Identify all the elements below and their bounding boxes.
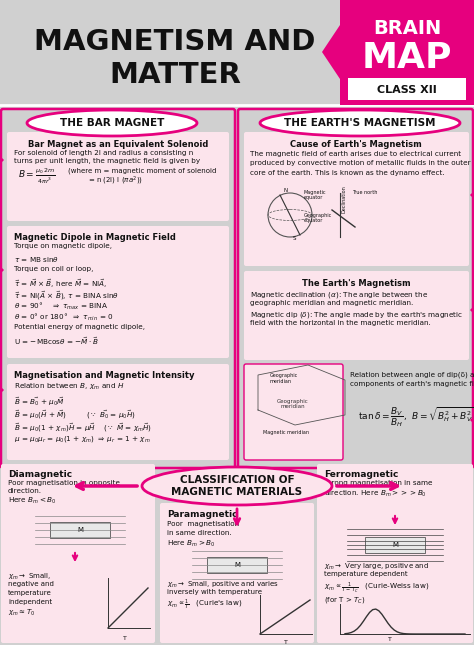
Text: turns per unit length, the magnetic field is given by: turns per unit length, the magnetic fiel… bbox=[14, 158, 200, 164]
Ellipse shape bbox=[142, 467, 332, 505]
FancyBboxPatch shape bbox=[1, 464, 155, 643]
Text: $\theta$ = 0° or 180°  $\Rightarrow$ $\tau_{min}$ = 0: $\theta$ = 0° or 180° $\Rightarrow$ $\ta… bbox=[14, 312, 114, 323]
Text: Poor  magnetisation: Poor magnetisation bbox=[167, 521, 239, 527]
Text: $B = \frac{\mu_0\,2m}{4\pi r^3}$: $B = \frac{\mu_0\,2m}{4\pi r^3}$ bbox=[18, 167, 55, 186]
FancyBboxPatch shape bbox=[7, 132, 229, 221]
Text: Here $B_m < B_0$: Here $B_m < B_0$ bbox=[8, 496, 56, 506]
Text: For solenoid of length 2l and radius a consisting n: For solenoid of length 2l and radius a c… bbox=[14, 150, 193, 156]
Text: M: M bbox=[77, 527, 83, 533]
FancyBboxPatch shape bbox=[244, 364, 343, 460]
Ellipse shape bbox=[27, 110, 197, 136]
Text: MATTER: MATTER bbox=[109, 61, 241, 89]
Text: independent: independent bbox=[8, 599, 52, 605]
Text: T: T bbox=[388, 637, 392, 642]
Polygon shape bbox=[322, 25, 340, 79]
Text: Ferromagnetic: Ferromagnetic bbox=[324, 470, 398, 479]
Text: Torque on magnetic dipole,: Torque on magnetic dipole, bbox=[14, 243, 112, 249]
Text: THE BAR MAGNET: THE BAR MAGNET bbox=[60, 118, 164, 128]
Text: BRAIN: BRAIN bbox=[373, 19, 441, 37]
Text: $\vec{B}$ = $\mu_0$($\vec{H}$ + $\vec{M}$)         ($\because$ $\vec{B_0}$ = $\m: $\vec{B}$ = $\mu_0$($\vec{H}$ + $\vec{M}… bbox=[14, 408, 136, 421]
Text: Geographic
meridian: Geographic meridian bbox=[270, 373, 298, 384]
Text: CLASSIFICATION OF
MAGNETIC MATERIALS: CLASSIFICATION OF MAGNETIC MATERIALS bbox=[172, 475, 302, 497]
Text: $\chi_m \propto \frac{1}{T}$   (Curie's law): $\chi_m \propto \frac{1}{T}$ (Curie's la… bbox=[167, 598, 242, 612]
Text: $\tan\delta = \dfrac{B_V}{B_H}$,  $B = \sqrt{B_H^2 + B_V^2}$: $\tan\delta = \dfrac{B_V}{B_H}$, $B = \s… bbox=[358, 405, 474, 429]
Text: $\chi_m \propto \frac{1}{T - T_C}$   (Curie-Weiss law): $\chi_m \propto \frac{1}{T - T_C}$ (Curi… bbox=[324, 581, 429, 596]
Text: negative and: negative and bbox=[8, 581, 54, 587]
FancyBboxPatch shape bbox=[244, 271, 469, 360]
Text: Magnetic dip ($\delta$): The angle made by the earth's magnetic: Magnetic dip ($\delta$): The angle made … bbox=[250, 310, 463, 320]
Text: N: N bbox=[284, 188, 288, 193]
Text: $\chi_m \approx T_0$: $\chi_m \approx T_0$ bbox=[8, 608, 35, 618]
Text: Relation between angle of dip(δ) and: Relation between angle of dip(δ) and bbox=[350, 371, 474, 377]
Text: Geographic
meridian: Geographic meridian bbox=[277, 399, 309, 410]
Text: Diamagnetic: Diamagnetic bbox=[8, 470, 72, 479]
Text: Potential energy of magnetic dipole,: Potential energy of magnetic dipole, bbox=[14, 324, 145, 330]
Text: Magnetic
equator: Magnetic equator bbox=[304, 190, 327, 201]
Text: = n (2l) I ($\pi a^2$)): = n (2l) I ($\pi a^2$)) bbox=[88, 175, 143, 187]
FancyBboxPatch shape bbox=[348, 78, 466, 100]
Text: S: S bbox=[292, 237, 296, 241]
Text: $\vec{\tau}$ = $\vec{M}$ $\times$ $\vec{B}$, here $\vec{M}$ = NI$\vec{A}$,: $\vec{\tau}$ = $\vec{M}$ $\times$ $\vec{… bbox=[14, 277, 108, 290]
Text: Poor magnetisation in opposite: Poor magnetisation in opposite bbox=[8, 480, 120, 486]
Text: Relation between $B$, $\chi_m$ and $H$: Relation between $B$, $\chi_m$ and $H$ bbox=[14, 382, 124, 392]
Text: $\vec{B}$ = $\mu_0$(1 + $\chi_m$)$\vec{H}$ = $\mu\vec{H}$    ($\because$ $\vec{M: $\vec{B}$ = $\mu_0$(1 + $\chi_m$)$\vec{H… bbox=[14, 421, 152, 433]
Text: core of the earth. This is known as the dynamo effect.: core of the earth. This is known as the … bbox=[250, 170, 445, 176]
Text: Magnetic declination ($\alpha$): The angle between the: Magnetic declination ($\alpha$): The ang… bbox=[250, 290, 428, 300]
Text: geographic meridian and magnetic meridian.: geographic meridian and magnetic meridia… bbox=[250, 300, 413, 306]
FancyBboxPatch shape bbox=[244, 132, 469, 266]
Text: (for T > $T_C$): (for T > $T_C$) bbox=[324, 595, 365, 605]
Text: Magnetic Dipole in Magnetic Field: Magnetic Dipole in Magnetic Field bbox=[14, 233, 176, 242]
Text: $\vec{\tau}$ = NI($\vec{A}$ $\times$ $\vec{B}$), $\tau$ = BINA sin$\theta$: $\vec{\tau}$ = NI($\vec{A}$ $\times$ $\v… bbox=[14, 289, 119, 302]
Text: Declination: Declination bbox=[342, 185, 347, 213]
FancyBboxPatch shape bbox=[7, 226, 229, 358]
FancyBboxPatch shape bbox=[160, 503, 314, 643]
Text: direction.: direction. bbox=[8, 488, 42, 494]
Text: direction. Here $B_m >>> B_0$: direction. Here $B_m >>> B_0$ bbox=[324, 489, 427, 499]
Text: M: M bbox=[392, 542, 398, 548]
Text: M: M bbox=[234, 562, 240, 568]
Text: THE EARTH'S MAGNETISM: THE EARTH'S MAGNETISM bbox=[284, 118, 436, 128]
Text: Cause of Earth's Magnetism: Cause of Earth's Magnetism bbox=[290, 140, 422, 149]
Text: The magnetic field of earth arises due to electrical current: The magnetic field of earth arises due t… bbox=[250, 151, 461, 157]
Text: T: T bbox=[284, 640, 288, 645]
Text: temperature: temperature bbox=[8, 590, 52, 596]
Ellipse shape bbox=[260, 110, 460, 136]
Text: Magnetic meridian: Magnetic meridian bbox=[263, 430, 309, 435]
FancyBboxPatch shape bbox=[340, 0, 474, 105]
Text: (where m = magnetic moment of solenoid: (where m = magnetic moment of solenoid bbox=[68, 167, 216, 174]
Text: MAGNETISM AND: MAGNETISM AND bbox=[34, 28, 316, 56]
Text: $\mu$ = $\mu_0\mu_r$ = $\mu_0$(1 + $\chi_m$) $\Rightarrow$ $\mu_r$ = 1 + $\chi_m: $\mu$ = $\mu_0\mu_r$ = $\mu_0$(1 + $\chi… bbox=[14, 434, 151, 444]
Text: in same direction.: in same direction. bbox=[167, 530, 232, 536]
Text: $\chi_m \rightarrow$ Small, positive and varies: $\chi_m \rightarrow$ Small, positive and… bbox=[167, 580, 279, 590]
Text: temperature dependent: temperature dependent bbox=[324, 571, 408, 577]
Text: Bar Magnet as an Equivalent Solenoid: Bar Magnet as an Equivalent Solenoid bbox=[28, 140, 208, 149]
Bar bbox=[207, 557, 267, 573]
Text: CLASS XII: CLASS XII bbox=[377, 85, 437, 95]
Text: True north: True north bbox=[352, 190, 377, 195]
Text: Here $B_m > B_0$: Here $B_m > B_0$ bbox=[167, 539, 216, 549]
Text: Torque on coil or loop,: Torque on coil or loop, bbox=[14, 266, 93, 272]
Text: $\chi_m \rightarrow$ Small,: $\chi_m \rightarrow$ Small, bbox=[8, 572, 51, 582]
Text: Geographic
equator: Geographic equator bbox=[304, 213, 332, 223]
Text: MAP: MAP bbox=[362, 41, 452, 75]
Text: components of earth's magnetic field.: components of earth's magnetic field. bbox=[350, 381, 474, 387]
Text: $\theta$ = 90°    $\Rightarrow$ $\tau_{max}$ = BINA: $\theta$ = 90° $\Rightarrow$ $\tau_{max}… bbox=[14, 301, 108, 312]
Text: field with the horizontal in the magnetic meridian.: field with the horizontal in the magneti… bbox=[250, 320, 431, 326]
Text: Paramagnetic: Paramagnetic bbox=[167, 510, 237, 519]
Text: Strong magnetisation in same: Strong magnetisation in same bbox=[324, 480, 432, 486]
FancyBboxPatch shape bbox=[7, 364, 229, 460]
Text: inversely with temperature: inversely with temperature bbox=[167, 589, 262, 595]
Text: $\tau$ = MB sin$\theta$: $\tau$ = MB sin$\theta$ bbox=[14, 255, 59, 264]
FancyBboxPatch shape bbox=[7, 567, 154, 637]
Text: U = $-$MBcos$\theta$ = $-\vec{M}\cdot\vec{B}$: U = $-$MBcos$\theta$ = $-\vec{M}\cdot\ve… bbox=[14, 335, 99, 346]
Text: The Earth's Magnetism: The Earth's Magnetism bbox=[301, 279, 410, 288]
Text: $\chi_m \rightarrow$ Very large, positive and: $\chi_m \rightarrow$ Very large, positiv… bbox=[324, 562, 429, 572]
Text: $\vec{B}$ = $\vec{B_0}$ + $\mu_0\vec{M}$: $\vec{B}$ = $\vec{B_0}$ + $\mu_0\vec{M}$ bbox=[14, 395, 65, 408]
Text: produced by convective motion of metallic fluids in the outer: produced by convective motion of metalli… bbox=[250, 161, 471, 166]
Text: T: T bbox=[123, 636, 127, 641]
FancyBboxPatch shape bbox=[317, 464, 473, 643]
Bar bbox=[50, 522, 110, 538]
Text: Magnetisation and Magnetic Intensity: Magnetisation and Magnetic Intensity bbox=[14, 371, 194, 380]
Bar bbox=[365, 537, 425, 553]
